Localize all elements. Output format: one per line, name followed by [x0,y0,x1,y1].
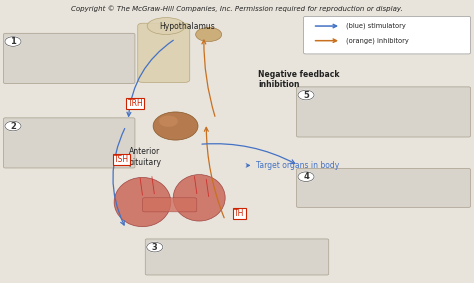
Text: Negative feedback
inhibition: Negative feedback inhibition [258,70,340,89]
Ellipse shape [147,18,185,35]
Text: (orange) inhibitory: (orange) inhibitory [346,37,409,44]
Circle shape [298,172,314,181]
Ellipse shape [114,177,171,227]
Text: 4: 4 [303,172,309,181]
FancyBboxPatch shape [3,33,135,83]
FancyBboxPatch shape [138,23,190,82]
Text: Target organs in body: Target organs in body [256,161,339,170]
Circle shape [5,37,21,46]
Text: TRH: TRH [128,99,143,108]
FancyBboxPatch shape [143,198,197,212]
Ellipse shape [159,115,178,127]
Text: 2: 2 [10,121,16,130]
FancyBboxPatch shape [297,169,471,207]
Circle shape [5,121,21,131]
FancyBboxPatch shape [3,118,135,168]
Text: TH: TH [234,209,245,218]
Ellipse shape [173,175,225,221]
Circle shape [147,242,163,252]
Text: Hypothalamus: Hypothalamus [159,22,215,31]
Ellipse shape [153,112,198,140]
Text: TSH: TSH [114,155,129,164]
Text: 1: 1 [10,37,16,46]
FancyBboxPatch shape [146,239,328,275]
Text: Anterior
pituitary: Anterior pituitary [128,147,161,166]
Text: (blue) stimulatory: (blue) stimulatory [346,23,405,29]
Ellipse shape [196,27,222,42]
FancyBboxPatch shape [304,16,471,54]
Text: 5: 5 [303,91,309,100]
FancyBboxPatch shape [297,87,471,137]
Text: 3: 3 [152,243,158,252]
Circle shape [298,90,314,100]
Text: Copyright © The McGraw-Hill Companies, Inc. Permission required for reproduction: Copyright © The McGraw-Hill Companies, I… [71,5,403,12]
